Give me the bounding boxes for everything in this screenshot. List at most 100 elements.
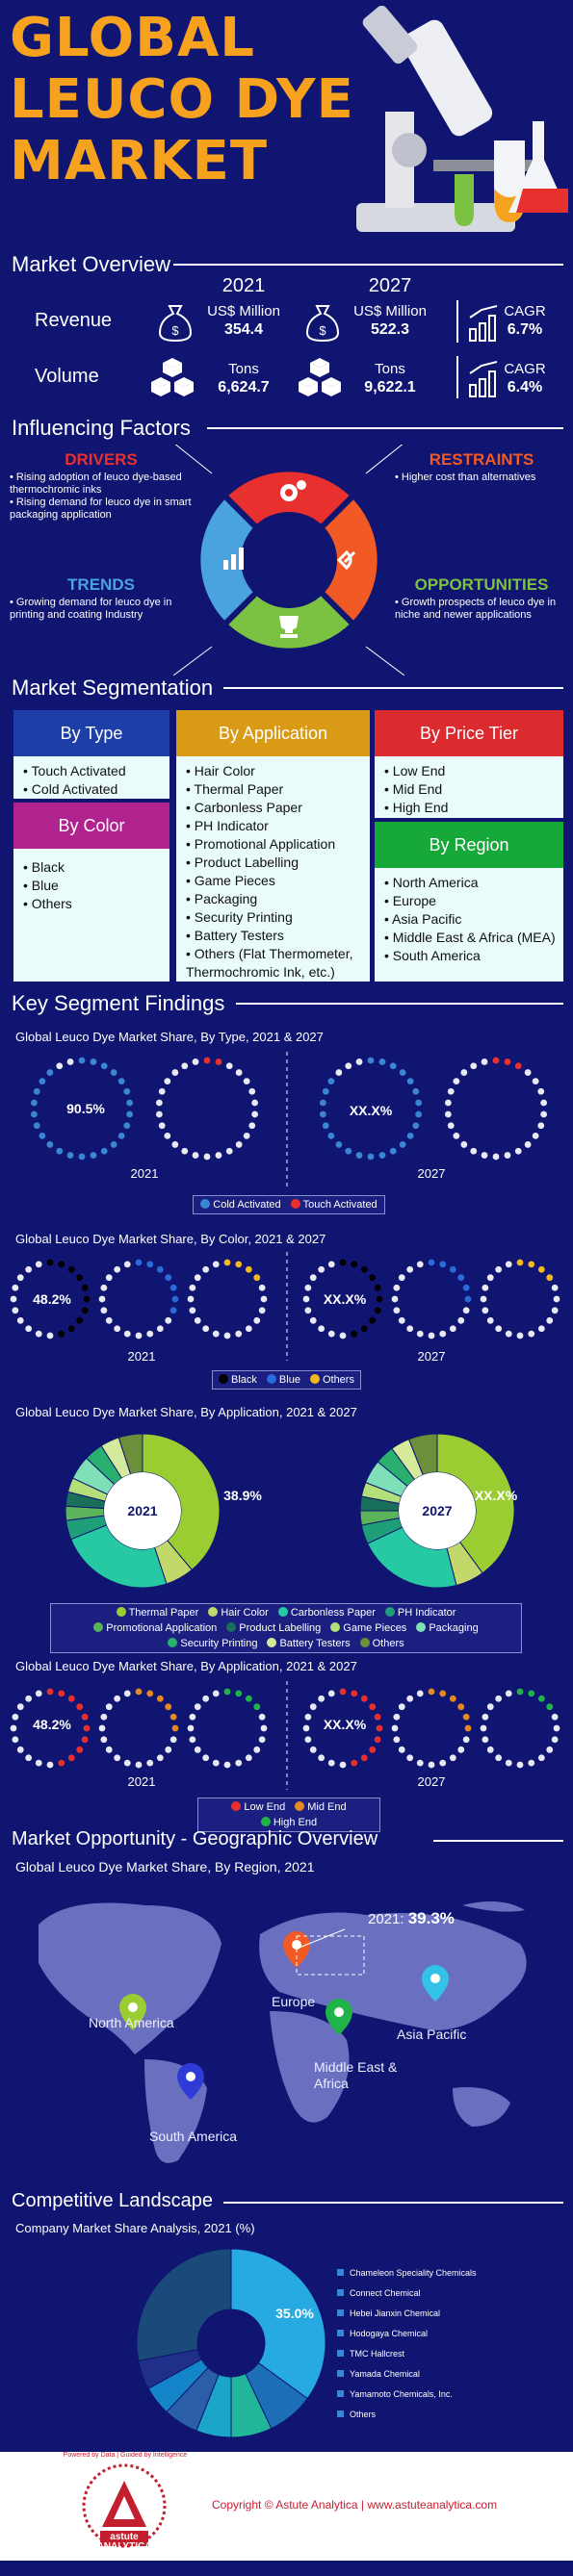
type-2021-cold-dot [117, 1133, 125, 1139]
type-2027-touch-dot [460, 1141, 468, 1148]
price-2021-mid-dot [114, 1695, 121, 1702]
europe-callout-box [296, 1935, 365, 1976]
type-2027-cold-dot [355, 1152, 363, 1159]
by-price-chart-title: Global Leuco Dye Market Share, By Applic… [15, 1659, 357, 1673]
price-2027-low-dot [339, 1688, 347, 1696]
app-2027-hole [399, 1472, 476, 1549]
findings-title: Key Segment Findings [12, 991, 225, 1015]
app-2027-label: XX.X% [474, 1488, 518, 1503]
price-2027-low-dot [318, 1695, 326, 1702]
price-2027-high-dot [505, 1690, 512, 1697]
color-2021-blue-dot [98, 1295, 106, 1303]
price-2021-low-dot [25, 1695, 33, 1702]
price-2027-mid-dot [462, 1713, 470, 1721]
type-2021-cold-dot [56, 1147, 64, 1155]
year-2021-header: 2021 [221, 275, 266, 296]
overview-rule [173, 264, 563, 266]
price-2027-mid-dot [439, 1690, 447, 1697]
type-2027-cold-dot [335, 1141, 343, 1148]
price-2027-mid-dot [416, 1690, 424, 1697]
type-2027-touch-dot [444, 1099, 452, 1107]
legend-item: Security Printing [168, 1638, 257, 1649]
price-2027-low-dot [304, 1736, 312, 1744]
color-2021-blue-dot [123, 1261, 131, 1268]
money-bag-icon: $ [305, 305, 340, 343]
price-2021-low-dot [46, 1688, 54, 1696]
legend-item: Chameleon Speciality Chemicals [337, 2263, 477, 2283]
legend-item: Others [337, 2405, 477, 2425]
price-2027-mid-dot [391, 1724, 399, 1732]
type-2021-touch-dot [225, 1147, 233, 1155]
type-2027-cold-dot [399, 1141, 406, 1148]
color-2027-black-dot [369, 1316, 377, 1324]
type-2021-touch-dot [203, 1153, 211, 1160]
price-2021-mid-dot [123, 1690, 131, 1697]
price-2027-low-dot [309, 1746, 317, 1753]
by-app-legend: Thermal Paper Hair Color Carbonless Pape… [50, 1603, 522, 1653]
geo-callout-value: 39.3% [407, 1909, 455, 1927]
price-2027-high-dot [495, 1754, 503, 1762]
competitive-title: Competitive Landscape [12, 2190, 214, 2211]
volume-unit-2021: Tons [228, 361, 259, 377]
price-2021-low-dot [67, 1754, 75, 1762]
price-2021-low-dot [16, 1703, 24, 1711]
type-2021-touch-dot [251, 1110, 259, 1118]
color-2021-blue-dot [105, 1274, 113, 1282]
continents [39, 1901, 527, 2163]
color-2027-black-dot [309, 1274, 317, 1282]
type-2021-cold-dot [30, 1099, 38, 1107]
type-2027-cold-dot [322, 1122, 329, 1130]
price-2021-low-dot [35, 1690, 42, 1697]
price-item: High End [384, 799, 560, 817]
price-2021-mid-dot [146, 1690, 154, 1697]
legend-item: Black [219, 1374, 257, 1386]
legend-item: Touch Activated [290, 1199, 378, 1211]
type-2021-secondary-dot-ring [155, 1057, 259, 1160]
price-2027-high-dot [528, 1690, 535, 1697]
price-2027-mid-dot [457, 1703, 465, 1711]
color-2021-blue-dot [100, 1284, 108, 1291]
price-2027-high-dot [528, 1759, 535, 1767]
type-2021-touch-dot [158, 1087, 166, 1095]
type-2027-touch-dot [447, 1122, 455, 1130]
color-2027-others-dot [551, 1284, 559, 1291]
color-2027-blue-dot [449, 1265, 456, 1273]
price-2027-mid-dot [439, 1759, 447, 1767]
price-2027-low-dot [369, 1746, 377, 1753]
color-2021-others-dot [212, 1261, 220, 1268]
type-2027-touch-dot [514, 1062, 522, 1070]
type-2021-touch-dot [243, 1133, 250, 1139]
price-2021-high-dot [202, 1754, 210, 1762]
color-2027-blue-dot [406, 1325, 414, 1333]
revenue-cagr-value: 6.7% [507, 321, 543, 338]
revenue-2021: US$ Million 354.4 [186, 302, 301, 339]
color-2027-blue-dot [416, 1330, 424, 1338]
type-2027-touch-dot [460, 1069, 468, 1076]
color-2021-others-dot [245, 1265, 252, 1273]
price-2021-low-ring [10, 1688, 91, 1769]
color-2021-blue-dot [169, 1307, 177, 1314]
color-2021-blue-dot [105, 1316, 113, 1324]
by-application-header: By Application [176, 710, 370, 756]
volume-2021: Tons 6,624.7 [186, 360, 301, 396]
type-2021-touch-dot [181, 1062, 189, 1070]
opportunities-block: OPPORTUNITIES • Growth prospects of leuc… [395, 575, 568, 622]
by-price-chart [10, 1681, 560, 1790]
astute-analytica-logo [82, 2463, 167, 2548]
price-2021-mid-dot [100, 1736, 108, 1744]
price-2027-mid-dot [416, 1759, 424, 1767]
color-2027-blue-dot [439, 1330, 447, 1338]
color-2027-black-dot [360, 1325, 368, 1333]
type-2021-touch-dot [225, 1062, 233, 1070]
color-2027-black-dot [302, 1295, 310, 1303]
volume-cagr-value: 6.4% [507, 379, 543, 395]
color-2027-blue-dot [393, 1284, 401, 1291]
color-2027-black-dot [351, 1330, 358, 1338]
color-2027-others-dot [486, 1274, 494, 1282]
type-2027-cold-dot [345, 1062, 352, 1070]
logo-brand-1: astute [110, 2532, 139, 2542]
price-2027-low-ring [302, 1688, 383, 1769]
type-2021-touch-dot [164, 1133, 171, 1139]
revenue-value-2027: 522.3 [370, 321, 410, 338]
trends-item: • Growing demand for leuco dye in printi… [10, 597, 172, 621]
